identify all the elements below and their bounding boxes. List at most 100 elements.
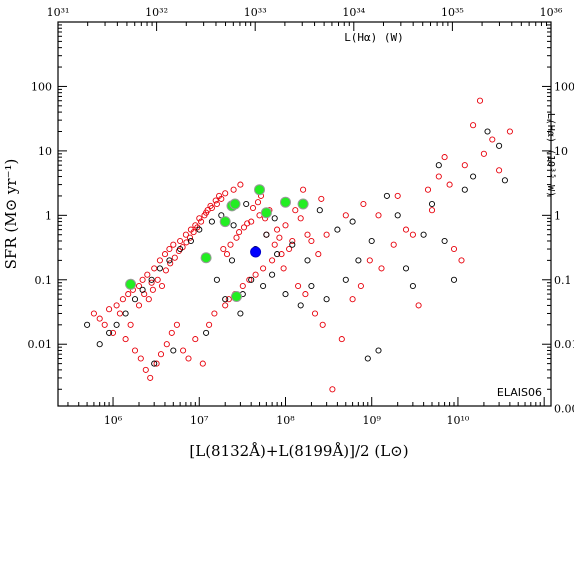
data-point bbox=[236, 229, 243, 236]
data-point bbox=[139, 286, 146, 293]
data-point bbox=[204, 207, 211, 214]
data-point bbox=[166, 257, 173, 264]
data-point bbox=[113, 321, 120, 328]
data-point bbox=[222, 296, 229, 303]
data-point bbox=[295, 282, 302, 290]
data-point bbox=[480, 150, 487, 157]
data-point bbox=[157, 351, 165, 358]
right-axis-title: L(Hα) (10³⁵ W) bbox=[545, 113, 556, 197]
data-point bbox=[308, 237, 315, 245]
data-point bbox=[311, 310, 319, 317]
data-point bbox=[211, 310, 218, 317]
data-point bbox=[349, 296, 356, 303]
data-point bbox=[260, 207, 272, 219]
data-point bbox=[177, 245, 184, 253]
data-point bbox=[334, 226, 341, 233]
data-point bbox=[435, 162, 442, 169]
data-point bbox=[127, 321, 134, 328]
data-point bbox=[271, 241, 278, 248]
x-axis-title: [L(8132Å)+L(8199Å)]/2 (L⊙) bbox=[189, 442, 408, 460]
data-point bbox=[220, 245, 227, 253]
data-point bbox=[228, 257, 236, 264]
data-point bbox=[289, 241, 296, 248]
data-point bbox=[329, 386, 336, 393]
data-point bbox=[319, 321, 326, 328]
y-axis-title: SFR (M⊙ yr⁻¹) bbox=[2, 159, 20, 270]
data-point bbox=[162, 267, 169, 274]
data-point bbox=[240, 224, 248, 231]
data-point bbox=[106, 306, 113, 313]
data-point bbox=[144, 271, 151, 278]
data-point bbox=[484, 128, 491, 135]
data-point bbox=[297, 198, 309, 210]
right-tick-label: 0.1 bbox=[554, 274, 572, 287]
data-point bbox=[496, 167, 503, 174]
data-point bbox=[170, 241, 177, 248]
data-point bbox=[274, 251, 281, 258]
data-point bbox=[323, 296, 330, 303]
data-point bbox=[216, 192, 223, 199]
data-point bbox=[219, 216, 231, 228]
data-point bbox=[260, 282, 267, 290]
data-point bbox=[428, 200, 436, 208]
data-point bbox=[237, 310, 244, 317]
data-point bbox=[113, 302, 120, 309]
data-point bbox=[402, 265, 410, 272]
data-point bbox=[187, 237, 194, 245]
data-point bbox=[153, 360, 160, 367]
data-point bbox=[109, 329, 117, 336]
right-tick-label: 0.01 bbox=[554, 338, 574, 351]
data-point bbox=[308, 282, 315, 290]
data-point bbox=[357, 282, 364, 290]
data-point bbox=[131, 347, 139, 354]
data-point bbox=[424, 186, 432, 193]
data-point bbox=[458, 257, 465, 264]
data-point bbox=[148, 279, 155, 286]
data-point bbox=[415, 302, 422, 309]
data-point bbox=[222, 190, 229, 197]
data-point bbox=[171, 254, 178, 261]
data-point bbox=[394, 192, 401, 199]
data-point bbox=[280, 265, 287, 272]
data-point bbox=[501, 177, 508, 184]
data-point bbox=[297, 215, 304, 222]
data-point bbox=[116, 310, 123, 317]
data-point bbox=[230, 222, 237, 229]
data-point bbox=[156, 257, 163, 264]
data-point bbox=[135, 282, 143, 290]
data-point bbox=[231, 291, 242, 302]
top-tick-label: 10³² bbox=[145, 6, 168, 19]
top-tick-label: 10³⁴ bbox=[342, 6, 365, 19]
data-point bbox=[315, 251, 322, 258]
top-axis-title: L(Hα) (W) bbox=[344, 31, 404, 44]
data-point bbox=[368, 237, 375, 245]
data-point bbox=[461, 162, 468, 169]
right-tick-label: 100 bbox=[554, 80, 574, 93]
dataset-annotation: ELAIS06 bbox=[497, 386, 542, 399]
data-point bbox=[420, 231, 427, 238]
data-point bbox=[222, 302, 229, 309]
x-tick-label: 10⁹ bbox=[363, 414, 382, 427]
data-point bbox=[402, 226, 410, 233]
data-point bbox=[145, 296, 152, 303]
data-point bbox=[237, 181, 244, 188]
x-tick-label: 10¹⁰ bbox=[447, 414, 470, 427]
data-point bbox=[168, 329, 175, 336]
data-point bbox=[271, 215, 278, 222]
data-point bbox=[163, 341, 170, 348]
data-point bbox=[378, 265, 385, 272]
data-point bbox=[84, 321, 91, 328]
y-tick-label: 10 bbox=[38, 145, 52, 158]
data-point bbox=[122, 310, 129, 317]
data-point bbox=[223, 251, 231, 258]
data-point bbox=[233, 234, 240, 241]
data-point bbox=[470, 173, 477, 180]
data-point bbox=[252, 271, 259, 278]
data-point bbox=[269, 257, 276, 264]
data-point bbox=[229, 198, 241, 210]
data-points bbox=[84, 97, 513, 393]
data-point bbox=[276, 234, 283, 241]
data-point bbox=[254, 184, 265, 196]
data-point bbox=[289, 237, 296, 245]
